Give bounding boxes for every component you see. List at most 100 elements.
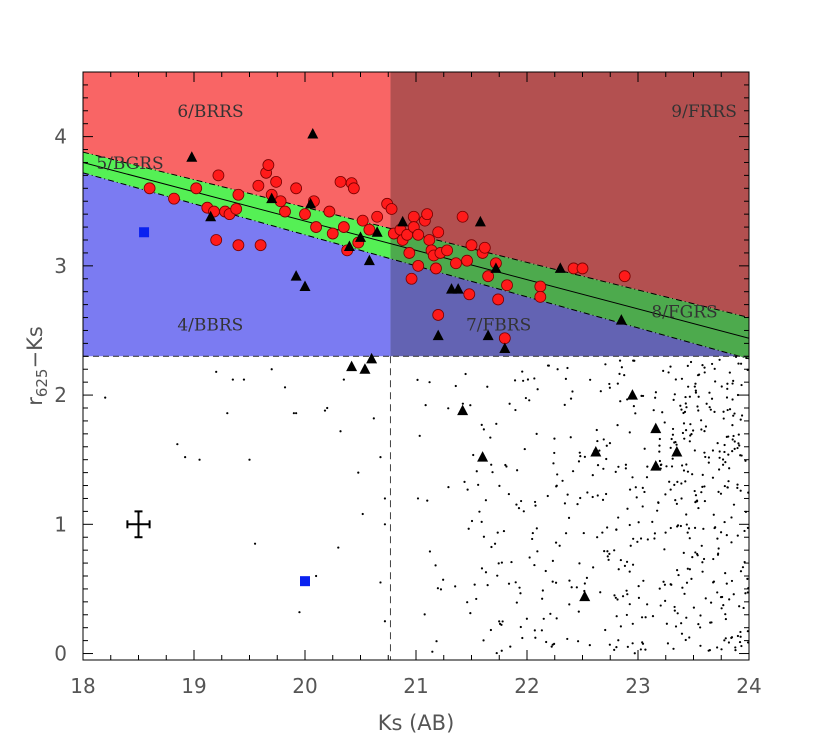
faint-source-dot (616, 382, 619, 385)
faint-source-dot (689, 434, 692, 437)
red-circle-point (326, 227, 339, 240)
faint-source-dot (442, 578, 445, 581)
faint-source-dot (694, 382, 697, 385)
faint-source-dot (435, 640, 438, 643)
red-circle-point (463, 288, 476, 301)
faint-source-dot (675, 443, 678, 446)
faint-source-dot (500, 561, 503, 564)
faint-source-dot (724, 613, 727, 616)
red-circle-point (274, 195, 287, 208)
faint-source-dot (531, 531, 534, 535)
black-triangle-point (186, 151, 198, 162)
faint-source-dot (739, 362, 743, 365)
faint-source-dot (654, 391, 658, 394)
faint-source-dot (342, 378, 345, 381)
faint-source-dot (535, 527, 538, 530)
black-triangle-point (299, 280, 311, 292)
faint-source-dot (426, 499, 429, 502)
faint-source-dot (616, 424, 619, 427)
faint-source-dot (694, 501, 697, 504)
faint-source-dot (737, 442, 740, 445)
faint-source-dot (383, 620, 387, 623)
faint-source-dot (614, 596, 617, 599)
faint-source-dot (680, 497, 683, 500)
faint-source-dot (486, 385, 489, 388)
black-triangle-point (432, 329, 444, 341)
red-circle-point (456, 210, 469, 223)
faint-source-dot (631, 622, 634, 625)
faint-source-dot (704, 425, 708, 428)
faint-source-dot (731, 398, 734, 401)
faint-source-dot (416, 497, 420, 500)
faint-source-dot (439, 588, 443, 591)
black-triangle-point (499, 342, 511, 354)
faint-source-dot (704, 455, 707, 459)
red-circle-point (371, 210, 384, 223)
faint-source-dot (361, 512, 364, 516)
faint-source-dot (617, 465, 620, 468)
faint-source-dot (702, 557, 706, 561)
faint-source-dot (733, 440, 736, 443)
faint-source-dot (691, 473, 694, 476)
faint-source-dot (727, 453, 730, 456)
faint-source-dot (703, 366, 706, 369)
black-triangle-point (650, 422, 662, 434)
red-circle-point (412, 259, 425, 272)
faint-source-dot (357, 471, 360, 474)
faint-source-dot (743, 529, 746, 533)
faint-source-dot (550, 645, 553, 648)
faint-source-dot (514, 581, 517, 584)
faint-source-dot (473, 583, 476, 586)
faint-source-dot (685, 523, 688, 526)
faint-source-dot (490, 463, 493, 466)
faint-source-dot (674, 625, 678, 628)
faint-source-dot (671, 427, 675, 431)
faint-source-dot (684, 638, 687, 642)
faint-source-dot (713, 526, 716, 530)
faint-source-dot (540, 629, 543, 632)
faint-source-dot (658, 450, 661, 453)
faint-source-dot (604, 363, 607, 366)
faint-source-dot (673, 483, 676, 486)
faint-source-dot (725, 582, 728, 585)
faint-source-dot (683, 437, 686, 440)
faint-source-dot (703, 485, 706, 488)
faint-source-dot (620, 366, 623, 369)
faint-source-dot (298, 611, 301, 614)
faint-source-dot (676, 612, 679, 615)
faint-source-dot (711, 476, 715, 479)
faint-source-dot (662, 580, 665, 583)
x-tick-label: 22 (514, 674, 539, 698)
faint-source-dot (558, 544, 561, 547)
faint-source-dot (665, 622, 668, 625)
faint-source-dot (702, 527, 705, 530)
faint-source-dot (703, 371, 706, 374)
red-circle-point (334, 175, 347, 188)
faint-source-dot (598, 449, 601, 452)
faint-source-dot (728, 408, 732, 411)
red-circle-point (478, 241, 491, 254)
faint-source-dot (323, 409, 327, 412)
faint-source-dot (693, 385, 696, 388)
faint-source-dot (734, 355, 738, 358)
faint-source-dot (496, 574, 499, 577)
faint-source-dot (685, 513, 688, 516)
red-circle-point (252, 179, 265, 192)
red-circle-point (262, 159, 275, 171)
region-label: 8/FGRS (651, 303, 717, 323)
faint-source-dot (699, 644, 702, 647)
region-label: 4/BBRS (177, 315, 243, 335)
faint-source-dot (583, 455, 586, 458)
faint-source-dot (480, 567, 484, 570)
faint-source-dot (628, 570, 631, 573)
faint-source-dot (643, 490, 646, 494)
faint-source-dot (624, 463, 628, 466)
faint-source-dot (608, 552, 611, 555)
black-triangle-point (474, 215, 486, 227)
faint-source-dot (431, 650, 434, 653)
black-triangle-point (579, 590, 591, 602)
red-circle-point (363, 223, 376, 236)
faint-source-dot (659, 604, 662, 607)
faint-source-dot (717, 547, 720, 550)
faint-source-dot (507, 492, 510, 496)
